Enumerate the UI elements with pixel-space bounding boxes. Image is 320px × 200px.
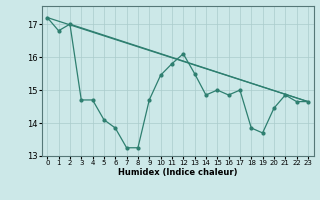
X-axis label: Humidex (Indice chaleur): Humidex (Indice chaleur) — [118, 168, 237, 177]
